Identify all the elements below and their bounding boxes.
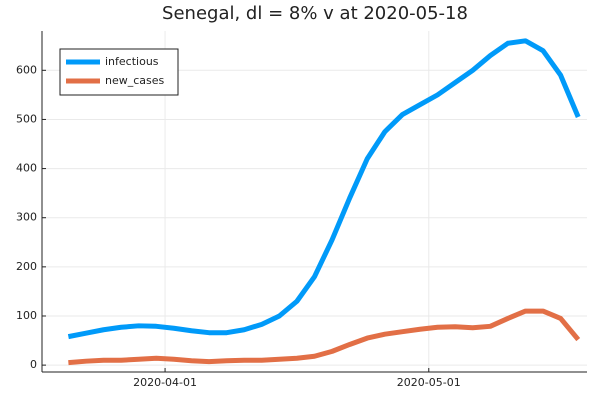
y-tick-label: 0 [30, 358, 37, 371]
legend-box [59, 48, 179, 96]
y-tick-label: 300 [16, 211, 37, 224]
x-tick-label: 2020-04-01 [133, 376, 197, 389]
y-tick-label: 400 [16, 162, 37, 175]
chart-title: Senegal, dl = 8% v at 2020-05-18 [162, 3, 468, 24]
y-tick-label: 100 [16, 309, 37, 322]
line-series [67, 38, 581, 340]
x-tick-label: 2020-05-01 [397, 376, 461, 389]
legend-label: infectious [105, 55, 159, 68]
legend-label: new_cases [105, 74, 165, 87]
line-series [68, 308, 581, 366]
y-tick-label: 200 [16, 260, 37, 273]
y-tick-label: 500 [16, 112, 37, 125]
y-tick-label: 600 [16, 63, 37, 76]
